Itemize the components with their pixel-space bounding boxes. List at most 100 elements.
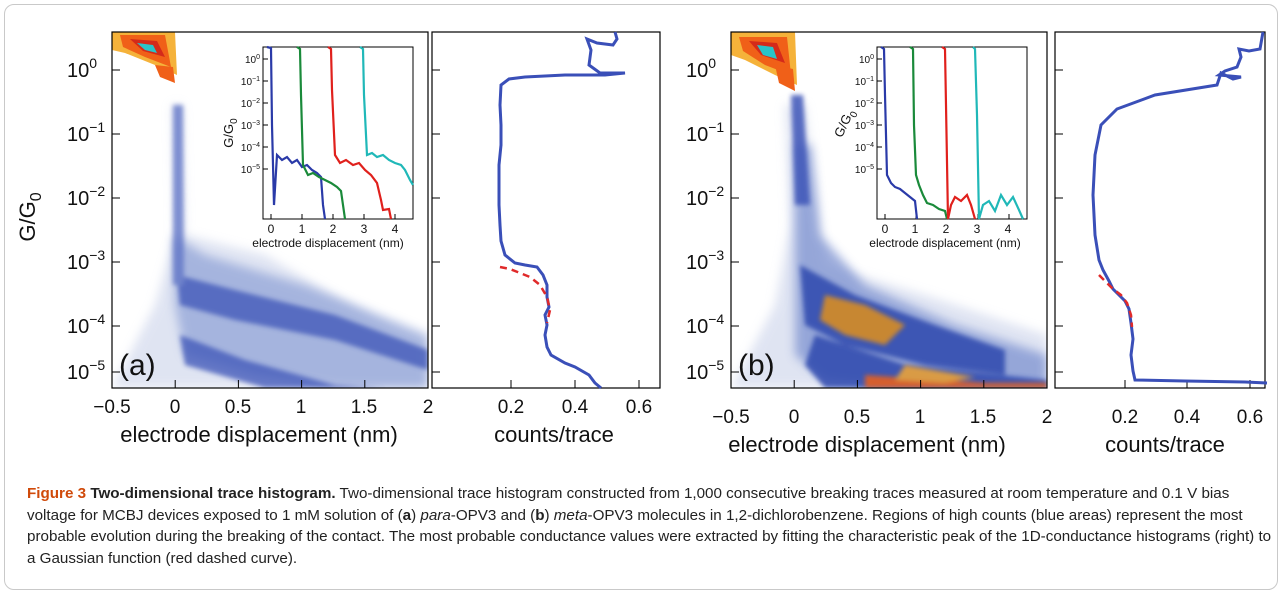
- svg-text:0: 0: [268, 222, 275, 236]
- caption-ref-a: a: [402, 506, 412, 524]
- panel-b-xlabel: electrode displacement (nm): [728, 432, 1006, 457]
- panel-a-main-ticks: [111, 69, 429, 388]
- panel-a-ytick-2: 10−2: [67, 183, 105, 210]
- panel-a-tag: (a): [119, 349, 156, 382]
- svg-text:10−2: 10−2: [855, 98, 874, 110]
- caption-text-3: -OPV3 and (: [450, 506, 536, 524]
- svg-text:10−3: 10−3: [241, 120, 260, 132]
- panel-b-x-tick-labels: −0.5 0 0.5 1 1.5 2: [712, 407, 1052, 428]
- svg-text:10−1: 10−1: [241, 76, 260, 88]
- svg-text:10−5: 10−5: [855, 164, 874, 176]
- caption-title: Two-dimensional trace histogram.: [90, 485, 336, 502]
- panel-b-inset-x-tick-labels: 0 1 2 3 4: [882, 222, 1012, 236]
- svg-text:2: 2: [330, 222, 337, 236]
- panel-a-inset-trace-cyan: [359, 46, 414, 186]
- panel-a-ylabel: G/G0: [15, 192, 45, 241]
- svg-text:0.4: 0.4: [1174, 407, 1201, 428]
- panel-b-inset-trace-green: [909, 46, 949, 220]
- panel-b-inset-y-tick-labels: 100 10−1 10−2 10−3 10−4 10−5: [855, 54, 874, 176]
- panel-a-inset-ylabel: G/G0: [221, 118, 240, 148]
- svg-text:10−4: 10−4: [241, 142, 260, 154]
- caption-text-1: Two-dimensional trace histogram construc…: [27, 485, 1230, 524]
- svg-text:4: 4: [1005, 222, 1012, 236]
- panel-a-ytick-0: 100: [67, 55, 97, 82]
- panel-a-inset-trace-green: [296, 46, 347, 220]
- svg-text:0: 0: [789, 407, 800, 428]
- panel-b-gauss-fit: [1098, 274, 1134, 328]
- panel-a-xtick-1: 0: [170, 397, 181, 418]
- caption-ref-b: b: [535, 506, 545, 524]
- panel-a-ytick-3: 10−3: [67, 247, 105, 274]
- svg-text:1.5: 1.5: [970, 407, 996, 428]
- panel-a-inset-trace-blue: [266, 45, 327, 220]
- panel-a-hotspot: [112, 32, 177, 83]
- caption-text-2: ): [411, 506, 421, 524]
- panel-b-hist-curve: [1091, 31, 1268, 385]
- svg-text:1: 1: [299, 222, 306, 236]
- caption-figure-label: Figure 3: [27, 485, 87, 502]
- svg-text:100: 100: [859, 54, 874, 66]
- svg-text:100: 100: [686, 55, 716, 82]
- panel-a-main-axes-frame: [111, 31, 429, 389]
- figure-frame: 100 10−1 10−2 10−3 10−4 10−5 G/G0 −0.5 0…: [4, 4, 1278, 590]
- panel-a-histogram: 0.2 0.4 0.6 counts/trace: [431, 31, 661, 447]
- caption-text-5: -OPV3 molecules in 1,2-dichlorobenzene. …: [27, 506, 1272, 567]
- svg-text:1: 1: [912, 222, 919, 236]
- svg-text:0.6: 0.6: [626, 397, 652, 418]
- panel-a-xtick-3: 1: [296, 397, 307, 418]
- panel-a-gauss-fit: [499, 265, 552, 324]
- panel-b-tag: (b): [738, 349, 775, 382]
- panel-a-inset-x-tick-labels: 0 1 2 3 4: [268, 222, 399, 236]
- svg-text:3: 3: [361, 222, 368, 236]
- svg-text:3: 3: [974, 222, 981, 236]
- panel-a-hist-ticks: [432, 69, 640, 388]
- panel-b-inset-trace-cyan: [972, 46, 1025, 220]
- panel-b-inset-trace-red: [941, 46, 977, 220]
- panel-a-xlabel: electrode displacement (nm): [120, 422, 398, 447]
- svg-text:10−3: 10−3: [855, 120, 874, 132]
- panel-a-xtick-2: 0.5: [225, 397, 251, 418]
- panel-a-inset-y-tick-labels: 100 10−1 10−2 10−3 10−4 10−5: [241, 54, 260, 176]
- svg-text:10−2: 10−2: [241, 98, 260, 110]
- svg-text:10−1: 10−1: [855, 76, 874, 88]
- panel-a-inset-frame: [262, 46, 414, 220]
- svg-text:100: 100: [245, 54, 260, 66]
- panel-b-inset: 100 10−1 10−2 10−3 10−4 10−5 G/G0 0 1 2 …: [831, 46, 1028, 250]
- svg-text:2: 2: [943, 222, 950, 236]
- panel-a-hist-xlabel: counts/trace: [494, 422, 614, 447]
- svg-text:10−5: 10−5: [241, 164, 260, 176]
- panel-a-inset-traces: [266, 45, 414, 220]
- panel-a-ytick-1: 10−1: [67, 119, 105, 146]
- panel-b-histogram: 0.2 0.4 0.6 counts/trace: [1054, 31, 1268, 457]
- panel-b-hist-xlabel: counts/trace: [1105, 432, 1225, 457]
- figure-caption: Figure 3 Two-dimensional trace histogram…: [27, 483, 1272, 569]
- panel-b-orange-cluster: [820, 295, 1047, 388]
- svg-text:2: 2: [1042, 407, 1053, 428]
- panel-a-x-tick-labels: −0.5 0 0.5 1 1.5 2: [93, 397, 433, 418]
- caption-para: para: [420, 506, 451, 524]
- panel-b-inset-frame: [876, 46, 1028, 220]
- figure-graphic: 100 10−1 10−2 10−3 10−4 10−5 G/G0 −0.5 0…: [15, 31, 1268, 457]
- svg-text:0.5: 0.5: [844, 407, 870, 428]
- panel-b-y-tick-labels: 100 10−1 10−2 10−3 10−4 10−5: [686, 55, 724, 384]
- svg-text:−0.5: −0.5: [712, 407, 750, 428]
- panel-b-main-axes-frame: [730, 31, 1048, 389]
- panel-b-density-map: [731, 32, 1047, 388]
- panel-a-inset-ticks: [263, 58, 396, 219]
- panel-b-hotspot: [731, 32, 797, 91]
- svg-text:0.6: 0.6: [1237, 407, 1263, 428]
- panel-a-inset: 100 10−1 10−2 10−3 10−4 10−5 G/G0 0 1 2 …: [221, 45, 414, 250]
- svg-text:1: 1: [915, 407, 926, 428]
- svg-text:10−1: 10−1: [686, 119, 724, 146]
- panel-a-xtick-5: 2: [423, 397, 434, 418]
- caption-meta: meta: [553, 506, 588, 524]
- svg-text:10−4: 10−4: [855, 142, 874, 154]
- panel-a-ytick-5: 10−5: [67, 357, 105, 384]
- panel-b-inset-xlabel: electrode displacement (nm): [869, 236, 1020, 250]
- panel-b-inset-trace-blue: [880, 46, 919, 220]
- caption-text-4: ): [544, 506, 554, 524]
- panel-b: 100 10−1 10−2 10−3 10−4 10−5 −0.5 0 0.5 …: [686, 31, 1268, 457]
- panel-a-ytick-4: 10−4: [67, 311, 105, 338]
- svg-text:0: 0: [882, 222, 889, 236]
- panel-a-hist-curve: [497, 31, 626, 390]
